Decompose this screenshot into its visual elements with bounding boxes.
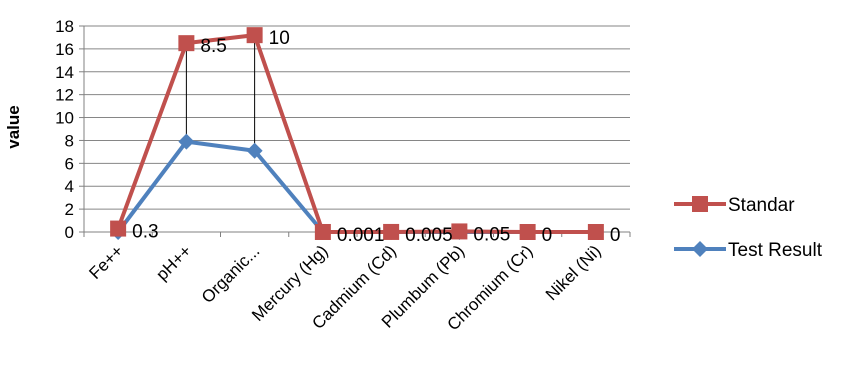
y-tick-label: 14 [55,63,74,82]
data-label: 0 [542,225,553,246]
data-label: 0.3 [132,222,158,243]
data-label: 8.5 [200,36,226,57]
y-tick-label: 10 [55,109,74,128]
y-tick-label: 8 [65,131,74,150]
y-tick-label: 12 [55,86,74,105]
x-tick-label: Fe++ [85,241,127,283]
data-labels: 0.3 8.5 10 0.001 0.005 0.05 0 0 [132,28,620,246]
legend-marker-diamond [692,241,708,257]
legend-label: Test Result [728,240,823,261]
x-axis-ticks: Fe++ pH++ Organic...Mercury (Hg)Cadmium (C… [83,232,631,334]
marker-square [587,224,604,240]
marker-square [519,224,536,240]
marker-square [246,27,263,44]
data-label: 0.05 [473,224,510,245]
marker-square [314,223,331,240]
y-tick-label: 2 [65,200,74,219]
x-tick-label: Nikel (Ni) [542,241,605,304]
legend-label: Standar [728,195,795,216]
gridlines [84,25,630,210]
marker-square [451,223,468,240]
x-tick-label: Organic... [198,241,264,307]
y-tick-label: 4 [65,177,74,196]
drop-lines [185,35,256,151]
y-tick-label: 18 [55,17,74,36]
series-line-0 [116,33,596,234]
data-label: 10 [269,28,290,49]
series-line-1 [116,139,596,234]
series-group [110,27,604,240]
data-label: 0.001 [337,225,385,246]
y-tick-label: 16 [55,40,74,59]
y-tick-label: 6 [65,154,74,173]
marker-square [110,220,127,237]
y-axis-ticks: 0 2 4 6 8 10 12 14 16 18 [55,17,84,242]
x-tick-label: pH++ [152,241,195,284]
data-label: 0 [610,225,621,246]
data-label: 0.005 [405,225,453,246]
legend-marker-square [692,196,708,212]
y-tick-label: 0 [65,223,74,242]
marker-square [383,223,400,240]
y-axis-title: value [4,105,23,148]
marker-square [178,35,195,52]
marker-diamond [178,133,195,150]
legend: Standar Test Result [674,195,823,261]
marker-diamond [246,142,263,159]
